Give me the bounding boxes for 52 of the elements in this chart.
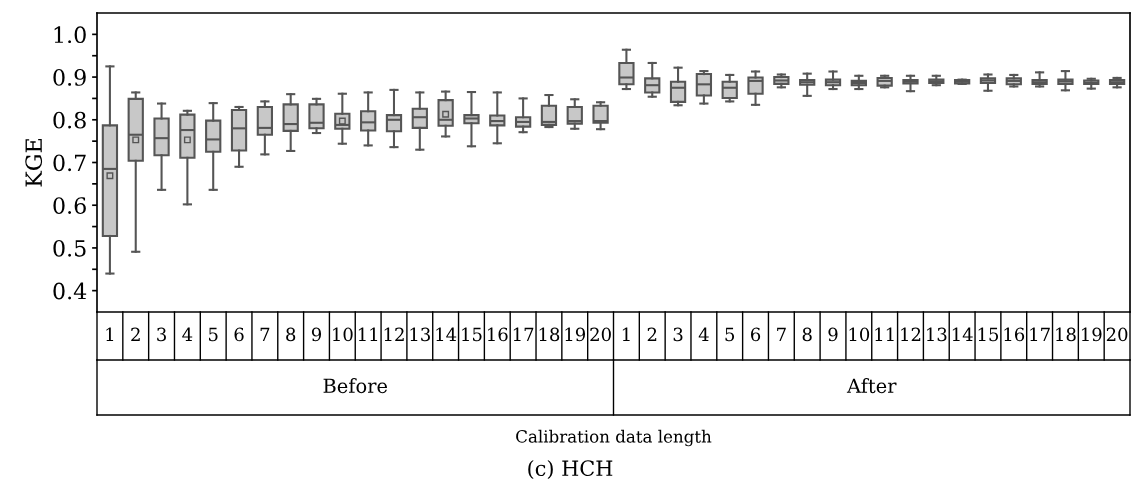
text: Before xyxy=(323,378,388,394)
y-tick-label: 0.6 xyxy=(53,197,86,214)
x-tick-label: 4 xyxy=(698,327,709,341)
x-tick-label: 11 xyxy=(875,327,894,341)
x-tick-label: 15 xyxy=(462,327,482,342)
x-tick-label: 4 xyxy=(182,327,193,341)
x-tick-label: 19 xyxy=(1081,327,1102,342)
x-tick-label: 8 xyxy=(802,327,812,342)
x-tick-label: 16 xyxy=(1004,327,1025,342)
x-tick-label: 6 xyxy=(751,327,761,342)
y-tick-label: 0.9 xyxy=(53,69,86,86)
x-tick-label: 20 xyxy=(590,327,611,342)
x-tick-label: 18 xyxy=(539,327,560,342)
x-tick-label: 7 xyxy=(777,327,786,341)
text: Calibration data length xyxy=(516,429,712,447)
y-tick-label: 0.8 xyxy=(53,111,86,129)
x-tick-label: 10 xyxy=(333,327,353,342)
x-tick-label: 13 xyxy=(410,327,430,342)
x-tick-label: 12 xyxy=(384,327,404,341)
x-tick-label: 5 xyxy=(209,327,218,342)
x-tick-label: 12 xyxy=(901,327,921,341)
x-tick-label: 19 xyxy=(565,327,586,342)
x-tick-label: 13 xyxy=(927,327,947,342)
text: After xyxy=(846,378,897,394)
text: (c) HCH xyxy=(528,459,613,479)
x-tick-label: 5 xyxy=(725,327,735,342)
x-tick-label: 14 xyxy=(436,327,457,341)
y-axis-title: KGE xyxy=(25,138,43,187)
x-tick-label: 2 xyxy=(131,327,140,341)
x-tick-label: 16 xyxy=(488,327,508,342)
x-tick-label: 17 xyxy=(513,327,534,341)
x-tick-label: 2 xyxy=(647,327,657,341)
x-tick-label: 1 xyxy=(622,327,630,341)
x-tick-label: 3 xyxy=(673,327,683,342)
x-tick-label: 6 xyxy=(234,327,244,342)
y-tick-label: 0.7 xyxy=(53,154,86,172)
x-tick-label: 9 xyxy=(828,327,838,342)
x-tick-label: 7 xyxy=(260,327,270,341)
x-tick-label: 8 xyxy=(286,327,296,342)
x-tick-label: 17 xyxy=(1030,327,1050,341)
y-tick-label: 1.0 xyxy=(54,26,86,44)
x-tick-label: 3 xyxy=(157,327,166,342)
x-tick-label: 20 xyxy=(1106,327,1128,342)
x-tick-label: 10 xyxy=(849,327,870,342)
y-tick-label: 0.4 xyxy=(53,282,87,300)
x-tick-label: 9 xyxy=(311,327,322,342)
x-tick-label: 11 xyxy=(358,327,378,341)
x-tick-label: 18 xyxy=(1056,327,1076,342)
y-tick-label: 0.5 xyxy=(53,239,86,257)
x-tick-label: 14 xyxy=(952,327,973,341)
x-tick-label: 15 xyxy=(978,327,999,342)
x-tick-label: 1 xyxy=(106,327,114,341)
